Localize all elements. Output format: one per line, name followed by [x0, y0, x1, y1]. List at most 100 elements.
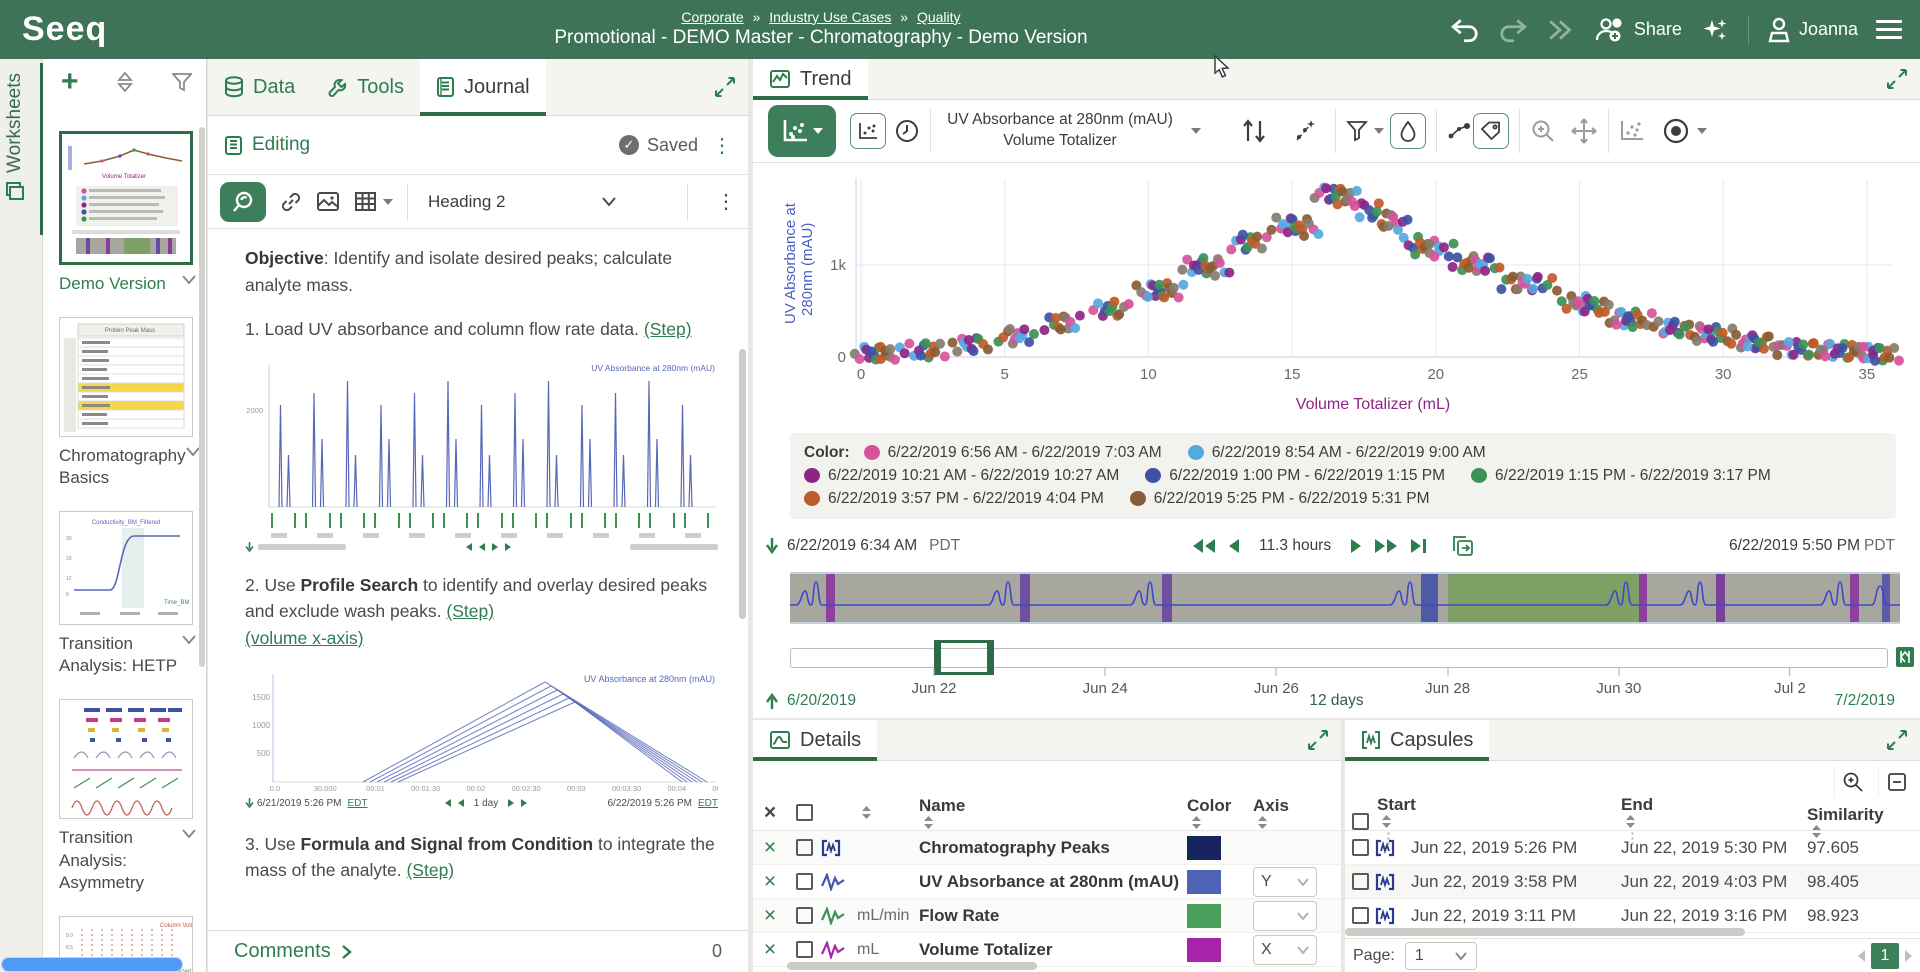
insert-image-icon[interactable]	[316, 191, 340, 212]
sort-icon[interactable]	[1382, 815, 1391, 828]
worksheets-rail[interactable]: Worksheets	[0, 59, 43, 972]
step1-link[interactable]: (Step)	[643, 319, 692, 340]
chevron-down-icon[interactable]	[182, 829, 196, 839]
step2-link[interactable]: (Step)	[446, 601, 495, 622]
capsule-row[interactable]: Jun 22, 2019 5:26 PM Jun 22, 2019 5:30 PM…	[1345, 831, 1920, 865]
item-checkbox[interactable]	[795, 941, 813, 958]
point-size-icon[interactable]	[1661, 116, 1691, 146]
compare-scatter-icon[interactable]	[1619, 119, 1645, 143]
step-to-end-icon[interactable]	[1411, 539, 1427, 553]
tab-tools[interactable]: Tools	[311, 59, 420, 115]
sort-icon[interactable]	[862, 806, 871, 819]
timeline-track[interactable]	[790, 648, 1888, 668]
display-range-start-tz[interactable]: PDT	[929, 537, 961, 554]
column-similarity[interactable]: Similarity	[1807, 805, 1884, 824]
item-checkbox[interactable]	[795, 873, 813, 890]
item-name[interactable]: Flow Rate	[919, 905, 1000, 925]
filter-icon[interactable]	[1346, 120, 1368, 142]
add-worksheet-button[interactable]: +	[61, 65, 79, 98]
capsules-hscrollbar[interactable]	[1345, 928, 1745, 936]
page-select[interactable]: 1	[1404, 941, 1477, 970]
chart2-range-duration[interactable]: 1 day	[473, 797, 499, 809]
step-back-icon[interactable]	[1229, 539, 1239, 553]
seeq-link-button[interactable]	[220, 181, 266, 222]
chart2-range-end-tz[interactable]: EDT	[698, 797, 718, 809]
toolbar-overflow-kebab-icon[interactable]: ⋮	[716, 191, 736, 213]
scatter-mode-button[interactable]	[850, 113, 886, 149]
chevron-down-icon[interactable]	[182, 275, 196, 284]
minimap-strip[interactable]	[790, 572, 1900, 624]
tab-capsules[interactable]: Capsules	[1345, 720, 1490, 761]
journal-document[interactable]: Objective: Identify and isolate desired …	[208, 229, 748, 929]
worksheet-thumbnail[interactable]	[59, 699, 193, 820]
worksheet-label[interactable]: Demo Version	[59, 274, 166, 293]
details-row[interactable]: × UV Absorbance at 280nm (mAU) Y	[753, 865, 1341, 899]
user-menu[interactable]: Joanna	[1767, 17, 1858, 43]
copy-range-icon[interactable]	[1450, 535, 1474, 557]
axis-dropdown[interactable]	[1253, 900, 1317, 931]
insert-table-icon[interactable]	[354, 191, 377, 212]
y-axis-title[interactable]: UV Absorbance at280nm (mAU)	[782, 202, 816, 324]
horizontal-scrollbar-thumb[interactable]	[2, 958, 182, 971]
chart-type-button[interactable]	[768, 105, 836, 157]
sort-icon[interactable]	[1626, 815, 1635, 828]
select-all-capsules-checkbox[interactable]	[1351, 813, 1369, 830]
filter-worksheets-icon[interactable]	[172, 72, 192, 92]
breadcrumb-link[interactable]: Corporate	[681, 8, 744, 25]
remove-item-icon[interactable]: ×	[763, 835, 777, 859]
select-all-checkbox[interactable]	[795, 804, 813, 821]
step-forward-icon[interactable]	[1351, 539, 1362, 553]
worksheet-item-demo-version[interactable]: Volume Totalizer	[59, 131, 196, 295]
capsule-checkbox[interactable]	[1351, 873, 1369, 890]
legend-entry[interactable]: 6/22/2019 1:00 PM - 6/22/2019 1:15 PM	[1145, 467, 1445, 485]
prev-page-icon[interactable]	[1858, 949, 1865, 962]
investigate-end[interactable]: 7/2/2019	[1834, 692, 1895, 709]
color-swatch[interactable]	[1187, 869, 1221, 894]
journal-options-kebab-icon[interactable]: ⋮	[712, 134, 732, 157]
x-axis-title[interactable]: Volume Totalizer (mL)	[1296, 396, 1450, 413]
column-axis[interactable]: Axis	[1253, 796, 1289, 815]
worksheet-label[interactable]: Transition Analysis: HETP	[59, 634, 178, 676]
details-row[interactable]: × Chromatography Peaks	[753, 831, 1341, 865]
legend-entry[interactable]: 6/22/2019 3:57 PM - 6/22/2019 4:04 PM	[804, 490, 1104, 508]
journal-scrollbar[interactable]	[739, 349, 746, 619]
heading-style-dropdown[interactable]: Heading 2	[422, 192, 622, 212]
capsule-checkbox[interactable]	[1351, 839, 1369, 856]
legend-entry[interactable]: 6/22/2019 1:15 PM - 6/22/2019 3:17 PM	[1471, 467, 1771, 485]
timeline-selection-handle[interactable]	[934, 640, 994, 675]
remove-item-icon[interactable]: ×	[763, 903, 777, 927]
pan-icon[interactable]	[1570, 117, 1598, 145]
column-color[interactable]: Color	[1187, 796, 1232, 815]
item-name[interactable]: Volume Totalizer	[919, 939, 1053, 959]
breadcrumb-link[interactable]: Industry Use Cases	[769, 8, 892, 25]
item-name[interactable]: UV Absorbance at 280nm (mAU)	[919, 871, 1180, 891]
display-range-end-tz[interactable]: PDT	[1864, 537, 1895, 554]
current-page[interactable]: 1	[1871, 942, 1899, 969]
table-chevron-icon[interactable]	[383, 198, 393, 205]
details-row[interactable]: × mL/min Flow Rate	[753, 899, 1341, 933]
axis-dropdown[interactable]: X	[1253, 934, 1317, 965]
color-swatch[interactable]	[1187, 903, 1221, 928]
insert-link-icon[interactable]	[280, 191, 302, 213]
display-range-start[interactable]: 6/22/2019 6:34 AM	[787, 537, 918, 554]
labels-button[interactable]	[1473, 113, 1509, 149]
collapse-columns-icon[interactable]	[1878, 767, 1914, 797]
sort-worksheets-icon[interactable]	[117, 72, 134, 92]
item-checkbox[interactable]	[795, 907, 813, 924]
sort-icon[interactable]	[1192, 816, 1201, 829]
tab-trend[interactable]: Trend	[753, 59, 868, 100]
selector-chevron-icon[interactable]	[1191, 128, 1201, 134]
legend-entry[interactable]: 6/22/2019 5:25 PM - 6/22/2019 5:31 PM	[1129, 490, 1430, 508]
comments-toggle[interactable]: Comments	[234, 940, 352, 963]
worksheet-item-transition-asymmetry[interactable]: Transition Analysis: Asymmetry	[59, 699, 196, 893]
sort-icon[interactable]	[924, 816, 933, 829]
details-hscrollbar[interactable]	[787, 962, 1037, 970]
next-page-icon[interactable]	[1905, 949, 1912, 962]
volume-x-axis-link[interactable]: (volume x-axis)	[245, 627, 364, 648]
axis-dropdown[interactable]: Y	[1253, 866, 1317, 897]
expand-journal-icon[interactable]	[714, 76, 736, 98]
details-row[interactable]: × mL Volume Totalizer X	[753, 933, 1341, 967]
worksheet-item-chromatography-basics[interactable]: Protein Peak Mass Chromatography Basics	[59, 317, 200, 489]
step-forward-fast-icon[interactable]	[1375, 539, 1398, 553]
timeline-full-range-icon[interactable]	[1895, 645, 1915, 669]
